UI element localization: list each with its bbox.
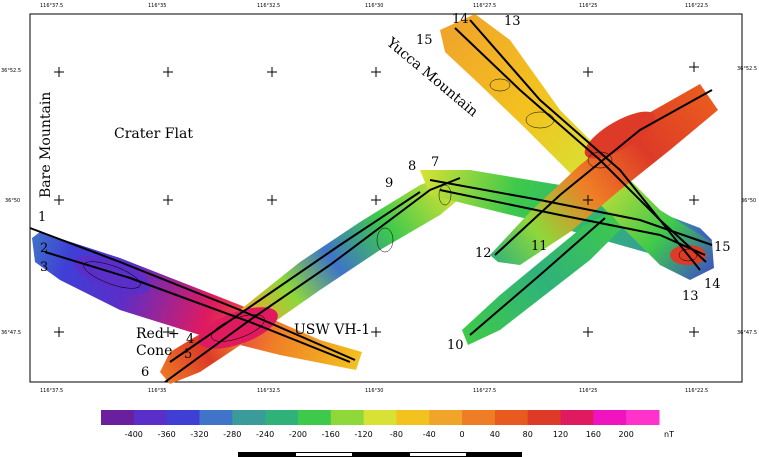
line-number: 11 <box>531 239 548 254</box>
colorbar-label: -120 <box>355 430 373 439</box>
colorbar-swatch <box>166 410 200 425</box>
grid-crosses <box>54 62 699 337</box>
colorbar-label: 80 <box>523 430 533 439</box>
colorbar-swatch <box>101 410 135 425</box>
line-number: 12 <box>475 246 492 261</box>
top-tick: 116°27.5 <box>473 3 496 9</box>
line-number: 6 <box>141 365 149 380</box>
colorbar-swatch <box>330 410 365 425</box>
top-tick: 116°30 <box>365 3 383 9</box>
line-number: 9 <box>385 176 393 191</box>
label-usw-vh1: USW VH-1 <box>294 322 370 338</box>
colorbar-swatch <box>396 410 430 425</box>
left-tick: 36°50 <box>5 198 20 204</box>
colorbar-label: -40 <box>423 430 436 439</box>
line-number: 13 <box>682 289 699 304</box>
bottom-tick: 116°30 <box>365 388 383 394</box>
line-numbers: 1 2 3 4 5 6 7 8 9 10 11 12 13 14 15 13 1… <box>38 12 731 380</box>
top-tick: 116°32.5 <box>257 3 280 9</box>
colorbar-label: 0 <box>460 430 465 439</box>
bottom-tick: 116°35 <box>148 388 166 394</box>
colorbar-swatch <box>462 410 496 425</box>
flight-lines <box>29 19 713 383</box>
scale-bar <box>238 452 522 457</box>
colorbar-label: -80 <box>390 430 403 439</box>
bottom-tick: 116°27.5 <box>473 388 496 394</box>
swath-lines-10-12 <box>490 84 718 265</box>
left-tick: 36°47.5 <box>1 330 21 336</box>
colorbar-label: 160 <box>586 430 601 439</box>
colorbar-swatch <box>560 410 594 425</box>
colorbar-label: -280 <box>223 430 241 439</box>
swath-lines-13-15 <box>440 14 714 280</box>
label-red-cone-1: Red <box>136 326 164 342</box>
colorbar-swatch <box>232 410 266 425</box>
red-cone-marker: + <box>168 326 180 342</box>
line-number: 3 <box>40 260 48 275</box>
label-red-cone-2: Cone <box>136 343 172 359</box>
line-number: 8 <box>408 159 416 174</box>
colorbar-label: -240 <box>256 430 274 439</box>
colorbar-label: 40 <box>490 430 500 439</box>
yucca-anomaly <box>584 111 656 159</box>
colorbar-label: 120 <box>553 430 568 439</box>
colorbar-swatch <box>527 410 562 425</box>
colorbar-label: -400 <box>125 430 143 439</box>
right-tick: 36°50 <box>741 198 756 204</box>
right-tick: 36°52.5 <box>737 66 757 72</box>
colorbar-label: -320 <box>190 430 208 439</box>
colorbar-swatch <box>265 410 299 425</box>
line-number: 14 <box>452 12 469 27</box>
bottom-tick-labels: 116°37.5 116°35 116°32.5 116°30 116°27.5… <box>40 388 708 394</box>
top-tick: 116°37.5 <box>40 3 63 9</box>
label-crater-flat: Crater Flat <box>114 126 193 142</box>
top-tick: 116°25 <box>579 3 597 9</box>
vh1-anomaly <box>74 256 150 294</box>
line-number: 5 <box>184 347 192 362</box>
colorbar-swatch <box>133 410 168 425</box>
colorbar-swatch <box>363 410 397 425</box>
colorbar <box>101 410 660 425</box>
line-number: 14 <box>704 277 721 292</box>
colorbar-swatch <box>626 410 660 425</box>
colorbar-label: -360 <box>158 430 176 439</box>
colorbar-unit: nT <box>664 430 674 439</box>
bottom-tick: 116°32.5 <box>257 388 280 394</box>
top-tick: 116°35 <box>148 3 166 9</box>
colorbar-swatch <box>297 410 332 425</box>
right-tick-labels: 36°52.5 36°50 36°47.5 <box>737 66 757 336</box>
bottom-tick: 116°37.5 <box>40 388 63 394</box>
colorbar-swatch <box>199 410 233 425</box>
left-tick: 36°52.5 <box>1 68 21 74</box>
left-tick-labels: 36°52.5 36°50 36°47.5 <box>1 68 21 336</box>
line-number: 13 <box>504 14 521 29</box>
colorbar-label: -200 <box>289 430 307 439</box>
bottom-tick: 116°25 <box>579 388 597 394</box>
colorbar-labels: -400 -360 -320 -280 -240 -200 -160 -120 -80 -40 0 4… <box>125 430 634 439</box>
label-bare-mountain: Bare Mountain <box>38 92 54 198</box>
bottom-tick: 116°22.5 <box>685 388 708 394</box>
swath-line-10 <box>462 212 622 345</box>
top-tick-labels: 116°37.5 116°35 116°32.5 116°30 116°27.5… <box>40 3 708 9</box>
line-number: 2 <box>40 241 48 256</box>
contours <box>83 78 698 342</box>
top-tick: 116°22.5 <box>685 3 708 9</box>
right-tick: 36°47.5 <box>737 330 757 336</box>
line-number: 7 <box>431 155 439 170</box>
colorbar-swatch <box>593 410 627 425</box>
line-number: 10 <box>447 338 464 353</box>
colorbar-swatch <box>494 410 529 425</box>
colorbar-swatch <box>429 410 463 425</box>
line-number: 1 <box>38 210 46 225</box>
line-number: 15 <box>714 240 731 255</box>
line-number: 4 <box>186 332 194 347</box>
line-number: 15 <box>416 33 433 48</box>
colorbar-label: -160 <box>322 430 340 439</box>
colorbar-label: 200 <box>619 430 634 439</box>
